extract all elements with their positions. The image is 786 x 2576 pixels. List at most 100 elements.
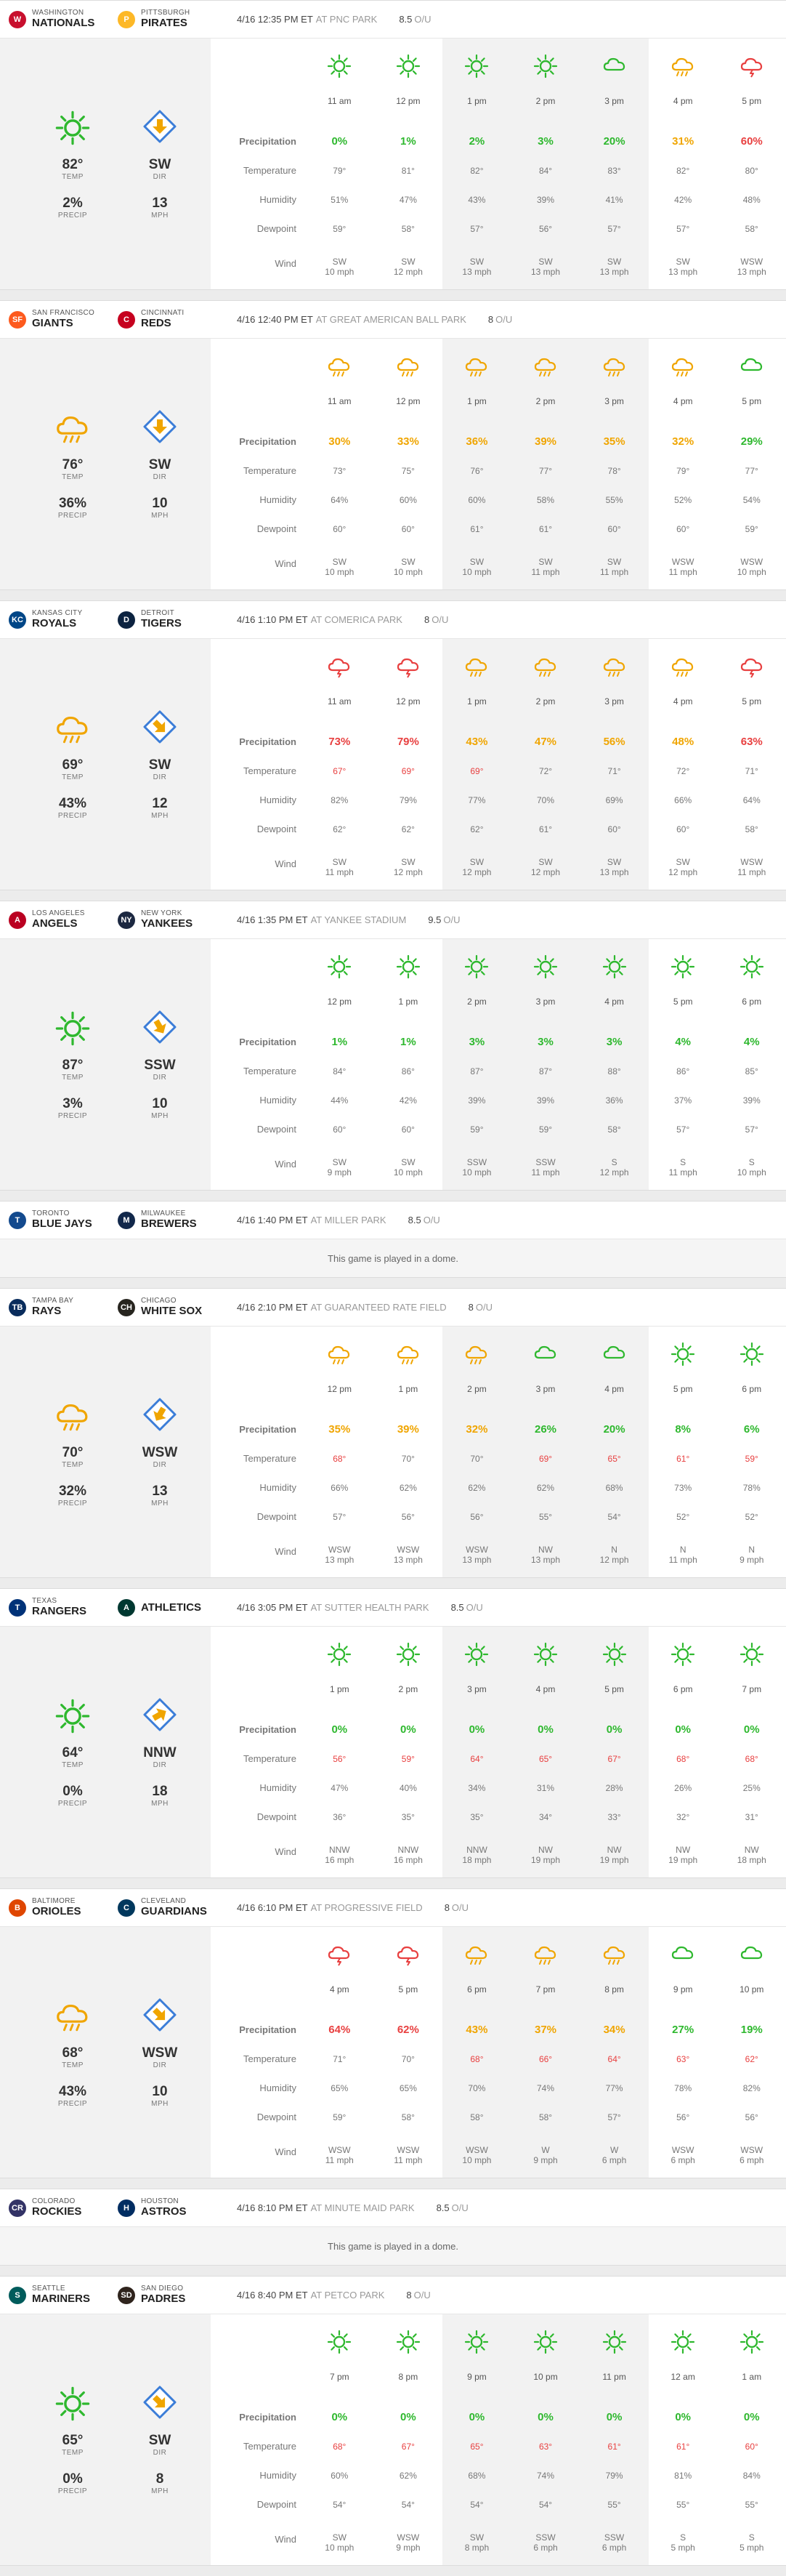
home-team[interactable]: C Cincinnati Reds — [118, 310, 227, 329]
away-team[interactable]: T Texas Rangers — [9, 1598, 118, 1617]
sun-icon — [395, 2329, 421, 2355]
sun-icon — [463, 2329, 490, 2355]
game-start-time: 4/16 12:40 PM ET — [237, 314, 313, 325]
hour-precip: 20% — [603, 135, 625, 148]
hour-wind-dir: NNW — [466, 1845, 487, 1855]
hour-time: 5 pm — [673, 997, 693, 1007]
hour-humidity: 74% — [537, 2471, 555, 2481]
away-team[interactable]: S Seattle Mariners — [9, 2285, 118, 2304]
hour-wind-speed: 11 mph — [394, 2155, 423, 2165]
hour-wind-speed: 11 mph — [668, 1167, 697, 1178]
hourly-forecast: 11 am 73% 67° 82% 62° SW 11 mph 12 pm 79% 69° 79% 6… — [305, 639, 786, 890]
hour-column: 2 pm 47% 72° 70% 61° SW 12 mph — [511, 639, 580, 890]
hour-humidity: 25% — [742, 1783, 761, 1793]
hour-precip: 31% — [672, 135, 694, 148]
summary-wind-speed-label: MPH — [151, 2099, 169, 2108]
hour-dewpoint: 58° — [538, 2112, 553, 2122]
hour-wind-speed: 10 mph — [462, 2155, 492, 2165]
hour-column: 4 pm 32% 79° 52% 60° WSW 11 mph — [649, 339, 718, 589]
away-team[interactable]: CR Colorado Rockies — [9, 2198, 118, 2217]
home-team[interactable]: NY New York Yankees — [118, 910, 227, 929]
over-under: 9.5 O/U — [428, 914, 460, 925]
sun-icon — [395, 53, 421, 79]
label-temperature: Temperature — [243, 2053, 296, 2064]
away-team[interactable]: TB Tampa Bay Rays — [9, 1297, 118, 1316]
over-under-label: O/U — [451, 1902, 469, 1913]
hour-wind-dir: SW — [401, 257, 416, 267]
away-team-mascot: Giants — [32, 316, 73, 329]
hour-humidity: 64% — [742, 795, 761, 805]
hour-humidity: 62% — [399, 1483, 417, 1493]
summary-wind-dir: WSW — [142, 2045, 178, 2061]
hour-humidity: 28% — [605, 1783, 623, 1793]
hour-column: 1 pm 39% 70° 62% 56° WSW 13 mph — [374, 1327, 443, 1577]
hour-wind: SW 13 mph — [580, 251, 649, 280]
home-team[interactable]: M Milwaukee Brewers — [118, 1210, 227, 1229]
hour-wind-speed: 6 mph — [740, 2155, 764, 2165]
game-card: B Baltimore Orioles C Cleveland Guardians 4/16… — [0, 1888, 786, 2178]
hour-precip: 36% — [466, 435, 488, 448]
hour-temp: 70° — [401, 2054, 415, 2064]
hour-column: 3 pm 3% 87° 39% 59° SSW 11 mph — [511, 939, 580, 1190]
away-team[interactable]: SF San Francisco Giants — [9, 310, 118, 329]
home-team[interactable]: A Athletics — [118, 1598, 227, 1617]
hour-icon — [580, 53, 649, 79]
summary-precip-label: PRECIP — [57, 511, 88, 520]
hour-wind: WSW 13 mph — [717, 251, 786, 280]
hour-humidity: 73% — [674, 1483, 692, 1493]
hour-wind-speed: 10 mph — [393, 1167, 423, 1178]
hour-wind: SW 13 mph — [649, 251, 718, 280]
hour-precip: 0% — [743, 2411, 760, 2423]
hour-column: 12 pm 79% 69° 79% 62° SW 12 mph — [374, 639, 443, 890]
hour-wind-dir: WSW — [466, 1545, 488, 1555]
hour-wind-speed: 13 mph — [531, 267, 561, 277]
hour-wind-speed: 19 mph — [531, 1855, 561, 1865]
home-team[interactable]: P Pittsburgh Pirates — [118, 9, 227, 28]
hour-precip: 0% — [743, 1723, 760, 1736]
hour-icon — [649, 1341, 718, 1367]
home-team[interactable]: SD San Diego Padres — [118, 2285, 227, 2304]
home-team[interactable]: C Cleveland Guardians — [118, 1898, 227, 1917]
hour-wind-dir: NNW — [397, 1845, 419, 1855]
away-team[interactable]: A Los Angeles Angels — [9, 910, 118, 929]
game-header: CR Colorado Rockies H Houston Astros 4/16 8:10… — [0, 2189, 786, 2227]
hour-precip: 0% — [469, 2411, 485, 2423]
away-team[interactable]: KC Kansas City Royals — [9, 610, 118, 629]
hour-temp: 72° — [676, 766, 690, 776]
hour-dewpoint: 60° — [333, 524, 347, 534]
hour-wind-dir: NW — [538, 1845, 554, 1855]
hour-dewpoint: 54° — [470, 2500, 484, 2510]
hour-wind: S 10 mph — [717, 1151, 786, 1180]
over-under: 8.5 O/U — [399, 14, 431, 25]
hour-dewpoint: 62° — [333, 824, 347, 834]
hour-column: 11 am 0% 79° 51% 59° SW 10 mph — [305, 39, 374, 289]
away-team[interactable]: T Toronto Blue Jays — [9, 1210, 118, 1229]
home-team-mascot: Tigers — [141, 616, 182, 629]
hour-temp: 68° — [676, 1754, 690, 1764]
hourly-forecast: 1 pm 0% 56° 47% 36° NNW 16 mph 2 pm 0% 59° 40% 35° N… — [305, 1627, 786, 1877]
hour-time: 6 pm — [673, 1684, 693, 1694]
hour-dewpoint: 60° — [333, 1124, 347, 1135]
home-team[interactable]: CH Chicago White Sox — [118, 1297, 227, 1316]
hour-wind-dir: WSW — [740, 857, 763, 867]
over-under: 8 O/U — [406, 2290, 430, 2301]
over-under: 8 O/U — [488, 314, 512, 325]
hour-column: 4 pm 48% 72° 66% 60° SW 12 mph — [649, 639, 718, 890]
home-team-name: Milwaukee Brewers — [141, 1210, 197, 1229]
summary-wind-dir: SW — [148, 156, 171, 172]
sun-icon — [326, 2329, 352, 2355]
home-team[interactable]: D Detroit Tigers — [118, 610, 227, 629]
hour-temp: 63° — [538, 2442, 553, 2452]
home-team[interactable]: H Houston Astros — [118, 2198, 227, 2217]
away-team[interactable]: W Washington Nationals — [9, 9, 118, 28]
away-team[interactable]: B Baltimore Orioles — [9, 1898, 118, 1917]
over-under-label: O/U — [495, 314, 513, 325]
sun-icon — [395, 1641, 421, 1667]
game-start-time: 4/16 6:10 PM ET — [237, 1902, 308, 1913]
away-team-name: Seattle Mariners — [32, 2285, 90, 2304]
hour-wind: N 11 mph — [649, 1539, 718, 1568]
rain-cloud-icon — [54, 409, 92, 447]
hour-temp: 69° — [401, 766, 415, 776]
hour-wind-dir: SW — [332, 257, 347, 267]
hour-wind-speed: 13 mph — [737, 267, 766, 277]
